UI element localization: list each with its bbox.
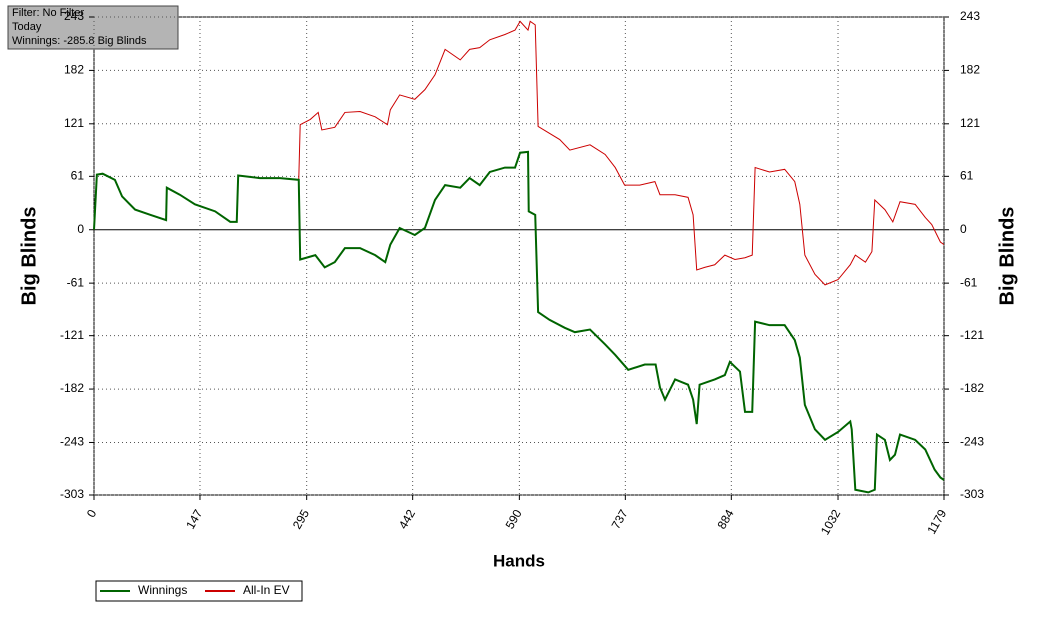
- y2-tick-label: 182: [960, 63, 980, 77]
- info-line: Filter: No Filter: [12, 7, 84, 19]
- y-tick-label: -182: [60, 381, 84, 395]
- x-tick-label: 1179: [924, 507, 949, 537]
- x-tick-label: 737: [609, 507, 631, 532]
- y-tick-label: 61: [71, 169, 85, 183]
- y2-tick-label: 0: [960, 222, 967, 236]
- y-tick-label: 182: [64, 63, 84, 77]
- series-line: [93, 150, 945, 494]
- y-tick-label: -243: [60, 435, 84, 449]
- y2-tick-label: -182: [960, 381, 984, 395]
- y2-tick-label: 121: [960, 116, 980, 130]
- info-line: Today: [12, 21, 42, 33]
- y-tick-label: 0: [77, 222, 84, 236]
- y-tick-label: -61: [67, 275, 85, 289]
- y2-tick-label: -121: [960, 328, 984, 342]
- x-tick-label: 884: [715, 507, 737, 532]
- legend-label: Winnings: [138, 583, 187, 597]
- plot-frame: [93, 16, 945, 496]
- legend-box: [95, 580, 303, 602]
- y-tick-label: -303: [60, 487, 84, 501]
- info-background: [7, 5, 179, 50]
- y-tick-label: 121: [64, 116, 84, 130]
- y-tick-label: -121: [60, 328, 84, 342]
- info-box: Filter: No Filter Today Winnings: -285.8 B…: [7, 5, 179, 50]
- x-tick-label: 295: [290, 507, 312, 532]
- y2-tick-label: 61: [960, 169, 974, 183]
- x-axis-label: Hands: [493, 551, 545, 570]
- y2-tick-label: -243: [960, 435, 984, 449]
- x-tick-label: 590: [503, 507, 525, 532]
- y2-tick-label: 243: [960, 9, 980, 23]
- y2-tick-label: -61: [960, 275, 978, 289]
- x-tick-label: 0: [84, 507, 100, 520]
- y2-tick-label: -303: [960, 487, 984, 501]
- y-axis-label: Big Blinds: [18, 207, 40, 306]
- x-tick-label: 1032: [818, 507, 844, 537]
- x-tick-label: 442: [396, 507, 418, 532]
- y2-axis-label: Big Blinds: [996, 207, 1018, 306]
- info-line: Winnings: -285.8 Big Blinds: [12, 35, 147, 47]
- x-tick-label: 147: [183, 507, 205, 532]
- legend-label: All-In EV: [243, 583, 290, 597]
- y-tick-label: 243: [64, 9, 84, 23]
